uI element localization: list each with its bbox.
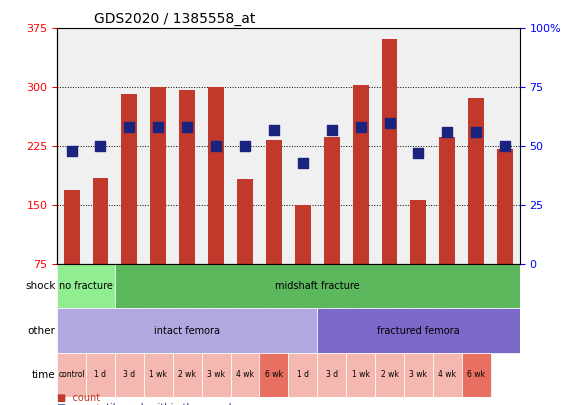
Bar	[353, 85, 368, 264]
Text: no fracture: no fracture	[59, 281, 113, 291]
Bar	[63, 190, 79, 264]
FancyBboxPatch shape	[231, 353, 259, 397]
Text: 1 d: 1 d	[297, 370, 309, 379]
Point	[327, 126, 336, 133]
Bar	[93, 178, 108, 264]
Point	[443, 129, 452, 135]
Text: control: control	[58, 370, 85, 379]
FancyBboxPatch shape	[115, 264, 520, 309]
Bar	[208, 87, 224, 264]
FancyBboxPatch shape	[172, 353, 202, 397]
Point	[125, 124, 134, 131]
Text: 3 d: 3 d	[123, 370, 135, 379]
Text: other: other	[28, 326, 55, 336]
Text: 2 wk: 2 wk	[178, 370, 196, 379]
Text: 1 wk: 1 wk	[352, 370, 369, 379]
FancyBboxPatch shape	[144, 353, 172, 397]
FancyBboxPatch shape	[433, 353, 462, 397]
Point	[298, 160, 307, 166]
FancyBboxPatch shape	[404, 353, 433, 397]
Text: ■  count: ■ count	[57, 404, 100, 405]
Text: 3 wk: 3 wk	[409, 370, 428, 379]
FancyBboxPatch shape	[86, 353, 115, 397]
Text: 4 wk: 4 wk	[439, 370, 456, 379]
Point	[472, 129, 481, 135]
Bar	[122, 94, 137, 264]
Point	[501, 143, 510, 149]
Bar	[150, 87, 166, 264]
Point	[414, 150, 423, 157]
Bar	[179, 90, 195, 264]
Text: 3 d: 3 d	[325, 370, 338, 379]
FancyBboxPatch shape	[259, 353, 288, 397]
Text: fractured femora: fractured femora	[377, 326, 460, 336]
Text: GDS2020 / 1385558_at: GDS2020 / 1385558_at	[94, 12, 255, 26]
Bar	[295, 205, 311, 264]
Point	[356, 124, 365, 131]
Text: 6 wk: 6 wk	[467, 370, 485, 379]
Bar	[440, 137, 455, 264]
Point	[270, 126, 279, 133]
Point	[96, 143, 105, 149]
Text: midshaft fracture: midshaft fracture	[275, 281, 360, 291]
Bar	[266, 140, 282, 264]
Point	[67, 148, 76, 154]
Bar	[381, 38, 397, 264]
Text: 1 wk: 1 wk	[150, 370, 167, 379]
FancyBboxPatch shape	[57, 353, 86, 397]
FancyBboxPatch shape	[202, 353, 231, 397]
Text: 6 wk: 6 wk	[265, 370, 283, 379]
Point	[154, 124, 163, 131]
Point	[385, 119, 394, 126]
FancyBboxPatch shape	[317, 309, 520, 353]
Text: shock: shock	[25, 281, 55, 291]
FancyBboxPatch shape	[57, 309, 317, 353]
FancyBboxPatch shape	[462, 353, 490, 397]
Bar	[468, 98, 484, 264]
Bar	[497, 149, 513, 264]
Text: ■  percentile rank within the sample: ■ percentile rank within the sample	[57, 403, 238, 405]
FancyBboxPatch shape	[288, 353, 317, 397]
Point	[183, 124, 192, 131]
Text: ■  count: ■ count	[57, 393, 100, 403]
FancyBboxPatch shape	[317, 353, 346, 397]
FancyBboxPatch shape	[57, 264, 115, 309]
Point	[211, 143, 220, 149]
Bar	[411, 200, 427, 264]
Text: 3 wk: 3 wk	[207, 370, 225, 379]
Text: intact femora: intact femora	[154, 326, 220, 336]
FancyBboxPatch shape	[375, 353, 404, 397]
Text: 4 wk: 4 wk	[236, 370, 254, 379]
Text: 2 wk: 2 wk	[381, 370, 399, 379]
Text: 1 d: 1 d	[94, 370, 106, 379]
FancyBboxPatch shape	[346, 353, 375, 397]
Bar	[324, 137, 340, 264]
FancyBboxPatch shape	[115, 353, 144, 397]
Point	[240, 143, 250, 149]
Bar	[237, 179, 253, 264]
Text: time: time	[32, 370, 55, 380]
